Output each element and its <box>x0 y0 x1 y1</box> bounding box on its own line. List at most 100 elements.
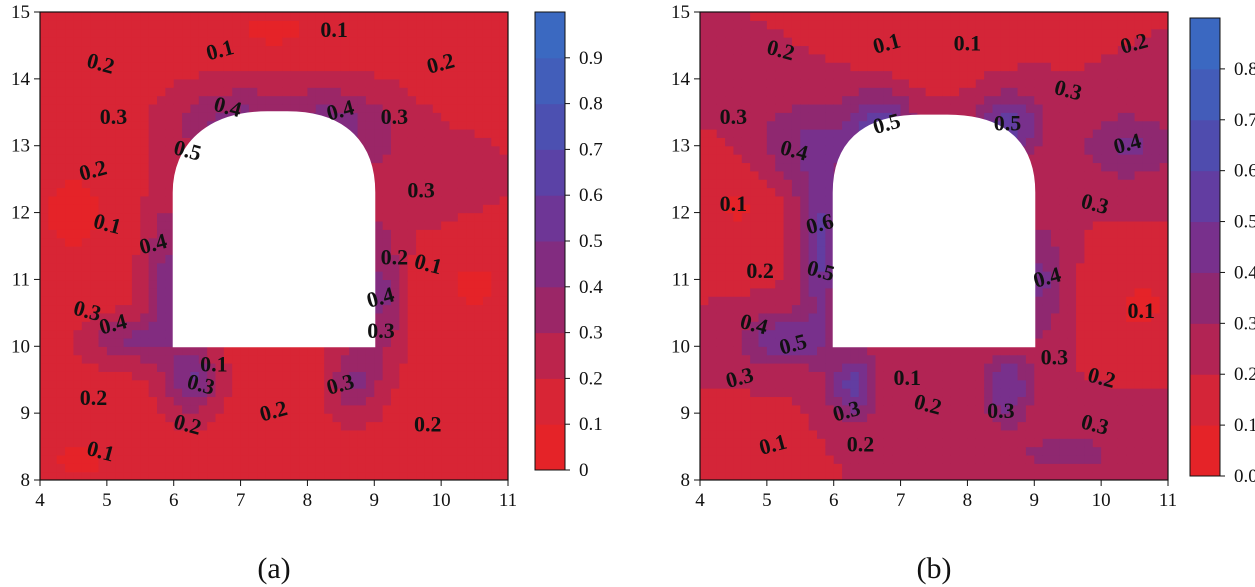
contour-cell <box>40 279 49 289</box>
contour-cell <box>466 321 476 331</box>
contour-cell <box>148 446 158 456</box>
contour-cell <box>140 120 150 130</box>
contour-cell <box>741 354 751 364</box>
contour-cell <box>173 112 183 122</box>
contour-cell <box>382 321 392 331</box>
contour-cell <box>800 170 810 180</box>
contour-cell <box>491 296 501 306</box>
contour-cell <box>165 237 175 247</box>
contour-cell <box>708 429 718 439</box>
contour-cell <box>81 413 91 423</box>
contour-cell <box>700 329 709 339</box>
contour-cell <box>908 371 918 381</box>
contour-cell <box>399 421 409 431</box>
contour-cell <box>190 112 200 122</box>
contour-cell <box>925 371 935 381</box>
contour-cell <box>842 471 852 480</box>
contour-cell <box>466 62 476 72</box>
contour-cell <box>416 103 426 113</box>
contour-cell <box>441 145 451 155</box>
contour-cell <box>482 429 492 439</box>
contour-cell <box>750 120 760 130</box>
contour-cell <box>791 62 801 72</box>
contour-cell <box>131 112 141 122</box>
contour-cell <box>190 371 200 381</box>
contour-cell <box>432 37 442 47</box>
contour-cell <box>157 229 166 239</box>
contour-cell <box>466 237 476 247</box>
contour-cell <box>875 78 885 88</box>
contour-cell <box>424 179 434 189</box>
contour-cell <box>474 379 484 389</box>
contour-cell <box>115 70 125 80</box>
contour-cell <box>449 53 459 63</box>
contour-cell <box>407 396 417 406</box>
contour-cell <box>98 287 108 297</box>
contour-cell <box>725 346 735 356</box>
contour-cell <box>106 187 116 197</box>
contour-cell <box>867 421 877 431</box>
contour-cell <box>282 463 292 473</box>
contour-cell <box>833 145 843 155</box>
contour-cell <box>315 404 325 414</box>
contour-cell <box>265 354 275 364</box>
contour-cell <box>833 12 843 21</box>
contour-cell <box>783 103 793 113</box>
contour-cell <box>173 413 183 423</box>
contour-cell <box>716 70 726 80</box>
contour-cell <box>416 220 426 230</box>
contour-cell <box>357 129 367 138</box>
contour-cell <box>942 413 952 423</box>
contour-cell <box>883 421 893 431</box>
contour-cell <box>407 388 417 398</box>
contour-cell <box>165 137 175 147</box>
contour-cell <box>81 446 91 456</box>
contour-cell <box>315 62 325 72</box>
contour-cell <box>808 37 818 47</box>
contour-cell <box>223 28 233 38</box>
contour-cell <box>817 337 826 347</box>
contour-cell <box>56 12 66 21</box>
contour-cell <box>758 129 768 138</box>
contour-cell <box>106 354 116 364</box>
contour-cell <box>474 195 484 205</box>
contour-cell <box>800 413 810 423</box>
contour-cell <box>758 95 768 105</box>
contour-cell <box>391 296 400 306</box>
contour-cell <box>817 262 826 272</box>
contour-cell <box>783 53 793 63</box>
contour-cell <box>248 404 258 414</box>
contour-cell <box>733 145 743 155</box>
contour-cell <box>416 329 426 339</box>
contour-cell <box>825 463 835 473</box>
contour-cell <box>123 45 133 55</box>
contour-cell <box>73 112 83 122</box>
contour-cell <box>892 379 902 389</box>
contour-cell <box>48 379 58 389</box>
contour-cell <box>324 413 334 423</box>
contour-cell <box>40 12 49 21</box>
contour-cell <box>81 371 91 381</box>
contour-cell <box>741 162 751 172</box>
contour-cell <box>324 429 334 439</box>
contour-cell <box>123 271 133 281</box>
contour-cell <box>867 37 877 47</box>
contour-cell <box>474 179 484 189</box>
contour-cell <box>182 354 192 364</box>
contour-cell <box>157 254 166 264</box>
contour-cell <box>207 20 217 30</box>
contour-cell <box>374 170 384 180</box>
contour-cell <box>833 363 843 372</box>
contour-cell <box>290 103 300 113</box>
contour-cell <box>81 421 91 431</box>
contour-cell <box>775 187 785 197</box>
contour-cell <box>867 20 877 30</box>
contour-cell <box>482 220 492 230</box>
contour-cell <box>741 129 751 138</box>
contour-cell <box>290 37 300 47</box>
contour-cell <box>716 103 726 113</box>
contour-cell <box>482 337 492 347</box>
contour-cell <box>750 37 760 47</box>
contour-cell <box>98 296 108 306</box>
contour-cell <box>808 446 818 456</box>
